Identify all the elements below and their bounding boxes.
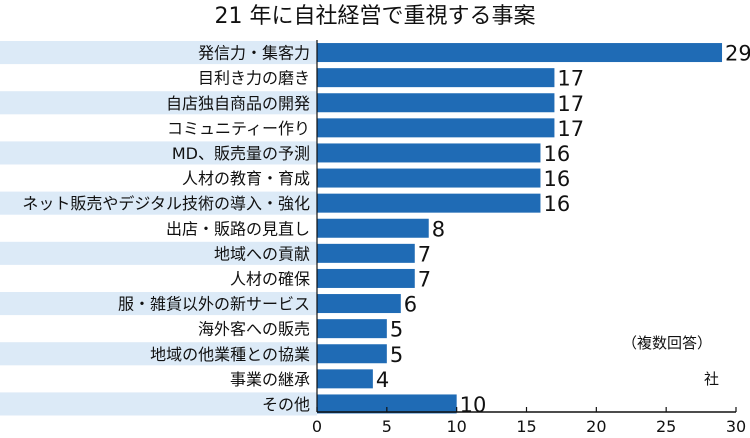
bars: [317, 43, 723, 414]
row-stripe: [0, 191, 317, 215]
bar: [317, 168, 541, 188]
row-stripe: [0, 342, 317, 366]
category-label: MD、販売量の予測: [172, 144, 310, 163]
bar: [317, 319, 387, 339]
bar: [317, 268, 415, 288]
value-label: 5: [390, 343, 403, 367]
x-tick-label: 25: [656, 417, 676, 436]
value-label: 6: [404, 293, 417, 317]
bar: [317, 143, 541, 163]
row-stripe: [0, 292, 317, 316]
value-label: 16: [543, 192, 570, 216]
bar: [317, 193, 541, 213]
value-label: 29: [725, 42, 750, 66]
bar: [317, 68, 555, 88]
bar: [317, 93, 555, 113]
x-tick-label: 10: [446, 417, 466, 436]
category-label: 事業の継承: [230, 370, 310, 389]
category-label: 地域の他業種との協業: [150, 345, 310, 364]
x-tick-label: 20: [586, 417, 606, 436]
bar: [317, 294, 401, 314]
value-label: 4: [376, 368, 389, 392]
value-label: 16: [543, 167, 570, 191]
category-label: 発信力・集客力: [198, 44, 310, 63]
chart-note: （複数回答）: [622, 334, 713, 352]
x-tick-label: 0: [312, 417, 322, 436]
category-label: 人材の教育・育成: [182, 169, 310, 188]
x-tick-label: 15: [516, 417, 536, 436]
row-stripe: [0, 141, 317, 165]
value-label: 7: [418, 267, 431, 291]
bar: [317, 344, 387, 364]
bar: [317, 243, 415, 263]
value-label: 8: [432, 217, 445, 241]
category-label: 海外客への販売: [198, 320, 310, 339]
chart-title: 21 年に自社経営で重視する事案: [214, 4, 536, 29]
value-label: 17: [557, 92, 584, 116]
category-label: ネット販売やデジタル技術の導入・強化: [22, 194, 310, 213]
row-stripe: [0, 241, 317, 265]
category-label: 地域への貢献: [214, 244, 310, 263]
bar: [317, 43, 723, 63]
category-label: 出店・販路の見直し: [166, 219, 310, 238]
category-label: その他: [262, 395, 310, 414]
row-stripes: [0, 41, 317, 416]
x-tick-label: 30: [726, 417, 746, 436]
bar: [317, 369, 373, 389]
category-label: 目利き力の磨き: [198, 69, 310, 88]
category-label: 服・雑貨以外の新サービス: [118, 295, 310, 314]
x-axis: 0 5 10 15 20 25 30: [312, 40, 746, 436]
value-label: 17: [557, 117, 584, 141]
value-label: 7: [418, 242, 431, 266]
value-label: 5: [390, 318, 403, 342]
bar: [317, 394, 457, 414]
row-stripe: [0, 41, 317, 65]
bar: [317, 118, 555, 138]
chart-source: 社: [704, 370, 720, 388]
row-stripe: [0, 91, 317, 115]
bar: [317, 218, 429, 238]
value-label: 10: [460, 393, 487, 417]
value-label: 17: [557, 67, 584, 91]
category-label: コミュニティー作り: [167, 119, 310, 138]
category-label: 人材の確保: [230, 269, 310, 288]
x-tick-label: 5: [382, 417, 392, 436]
category-label: 自店独自商品の開発: [166, 94, 310, 113]
value-label: 16: [543, 142, 570, 166]
row-stripe: [0, 392, 317, 416]
